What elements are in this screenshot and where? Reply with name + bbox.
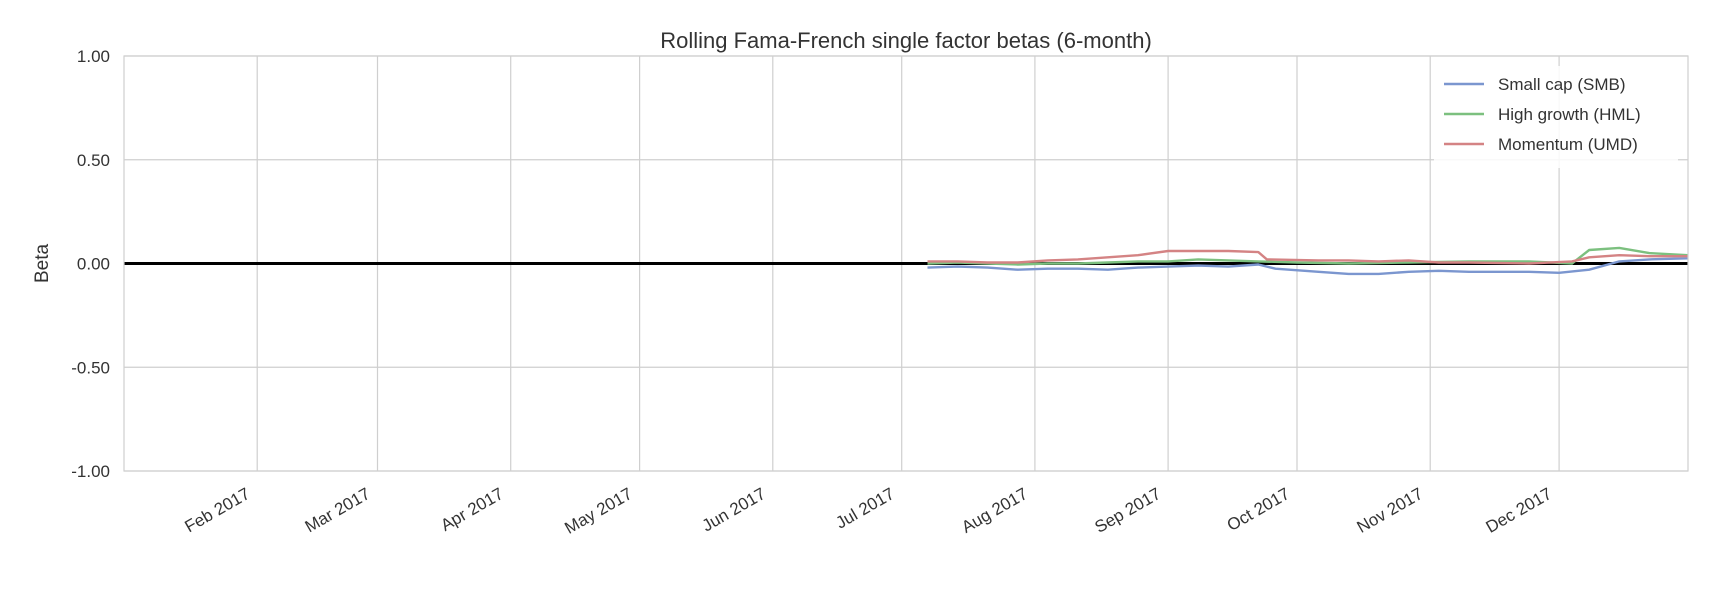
y-tick-label: -0.50 — [71, 358, 110, 377]
x-tick-label: Aug 2017 — [958, 484, 1031, 537]
x-tick-label: Jul 2017 — [833, 484, 898, 533]
y-axis: 1.00 0.50 0.00 -0.50 -1.00 — [71, 47, 110, 481]
series-line-2 — [927, 246, 1689, 266]
y-axis-label: Beta — [32, 244, 53, 284]
legend-entry-label: Momentum (UMD) — [1498, 135, 1638, 154]
series-line-1 — [927, 257, 1689, 276]
y-tick-label: 0.50 — [77, 151, 110, 170]
legend: Small cap (SMB) High growth (HML) Momentum… — [1434, 66, 1678, 168]
y-tick-label: 0.00 — [77, 255, 110, 274]
series-line-3 — [927, 249, 1688, 265]
x-tick-label: Nov 2017 — [1354, 484, 1427, 537]
x-tick-label: Feb 2017 — [181, 484, 253, 536]
x-axis: Feb 2017 Mar 2017 Apr 2017 May 2017 Jun 2017… — [181, 484, 1555, 538]
chart-title: Rolling Fama-French single factor betas … — [660, 28, 1152, 53]
x-tick-label: Mar 2017 — [302, 484, 374, 536]
y-tick-label: 1.00 — [77, 47, 110, 66]
x-tick-label: Dec 2017 — [1483, 484, 1556, 537]
x-tick-label: Oct 2017 — [1224, 484, 1293, 535]
x-tick-label: Sep 2017 — [1092, 484, 1165, 537]
y-tick-label: -1.00 — [71, 462, 110, 481]
x-tick-label: Jun 2017 — [699, 484, 769, 535]
legend-entry-label: High growth (HML) — [1498, 105, 1641, 124]
plot-area-frame — [123, 55, 1689, 472]
x-tick-label: Apr 2017 — [437, 484, 506, 535]
x-tick-label: May 2017 — [561, 484, 635, 538]
series-lines — [927, 246, 1689, 276]
legend-entry-label: Small cap (SMB) — [1498, 75, 1626, 94]
